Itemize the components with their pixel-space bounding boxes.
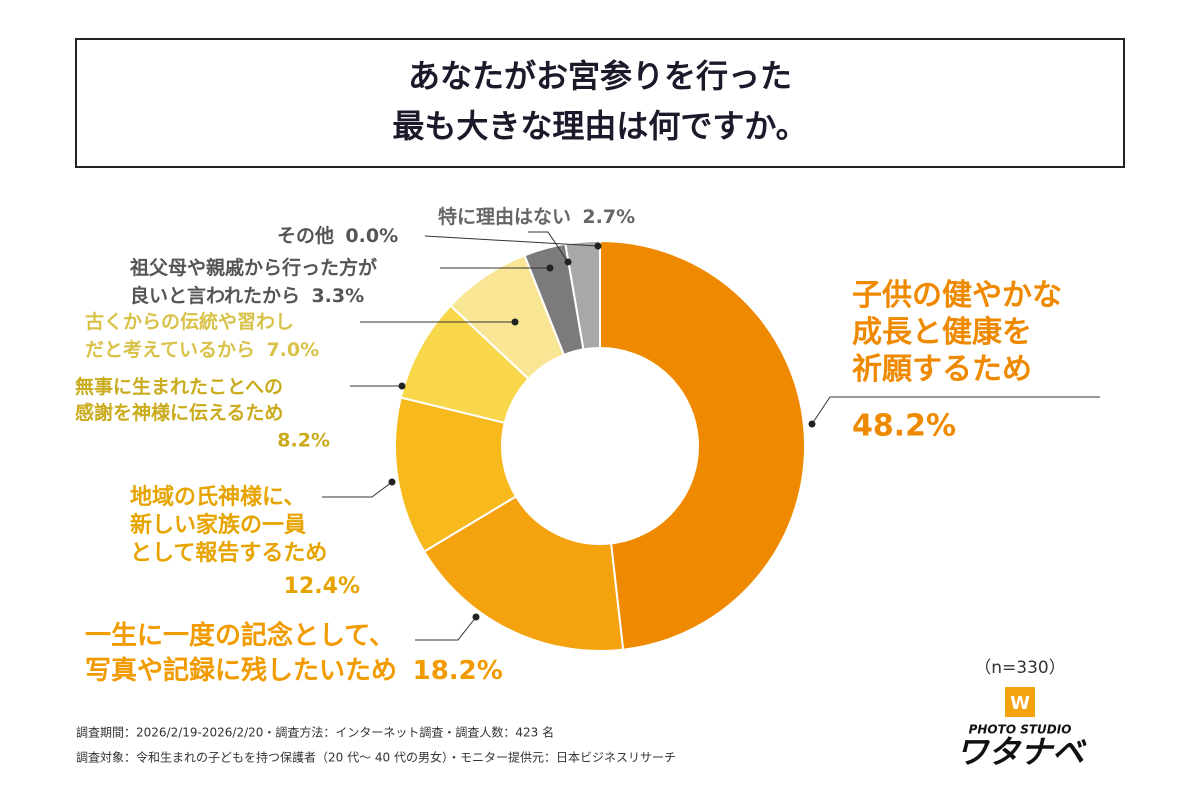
- logo-icon-mark: W: [1010, 693, 1030, 714]
- leader-dot: [388, 478, 396, 486]
- category-label-line: 新しい家族の一員: [130, 512, 306, 538]
- value-label: 8.2%: [277, 430, 330, 452]
- value-label: 3.3%: [311, 285, 364, 307]
- leader-dot: [398, 382, 406, 390]
- leader-dot: [472, 613, 480, 621]
- category-label-line: 祈願するため: [852, 352, 1032, 387]
- category-label-line: として報告するため: [130, 540, 327, 566]
- category-label: だと考えているから 7.0%: [85, 339, 319, 361]
- value-label: 0.0%: [345, 225, 398, 247]
- category-label-line: 子供の健やかな: [852, 278, 1062, 313]
- leader-line: [322, 481, 393, 498]
- value-label: 12.4%: [284, 574, 360, 599]
- leader-dot: [511, 318, 519, 326]
- donut-segment: [422, 495, 625, 652]
- note: 調査対象：令和生まれの子どもを持つ保護者（20 代〜 40 代の男女）・モニター…: [76, 750, 676, 765]
- title: 最も大きな理由は何ですか。: [392, 107, 807, 145]
- category-label: 一生に一度の記念として、: [85, 620, 395, 651]
- leader-dot: [564, 258, 572, 266]
- category-label: 新しい家族の一員: [130, 512, 306, 538]
- leader-line: [528, 231, 569, 263]
- category-label-line: 写真や記録に残したいため: [85, 655, 397, 686]
- category-label-line: 地域の氏神様に、: [130, 484, 305, 510]
- value-label: 18.2%: [413, 656, 503, 686]
- category-label-line: 良いと言われたから: [130, 284, 300, 307]
- title: あなたがお宮参りを行った: [408, 57, 792, 95]
- leader-dot: [594, 242, 602, 250]
- donut-segment: [599, 239, 806, 651]
- category-label: 祖父母や親戚から行った方が: [129, 256, 377, 279]
- leader-line: [415, 616, 477, 641]
- leader-line: [811, 396, 1100, 425]
- category-label-line: 無事に生まれたことへの: [75, 375, 283, 398]
- category-label-line: だと考えているから: [85, 339, 255, 361]
- category-label-line: 特に理由はない: [438, 205, 571, 228]
- value-label: 2.7%: [582, 206, 635, 228]
- category-label-line: 成長と健康を: [852, 315, 1032, 350]
- leader-dot: [546, 264, 554, 272]
- category-label: 子供の健やかな: [852, 278, 1062, 313]
- category-label: として報告するため: [130, 540, 327, 566]
- value-label: 7.0%: [266, 339, 319, 361]
- category-label: 特に理由はない 2.7%: [438, 205, 635, 228]
- note: 調査期間：2026/2/19-2026/2/20・調査方法：インターネット調査・…: [76, 725, 554, 740]
- category-label-line: 感謝を神様に伝えるため: [75, 401, 283, 424]
- leader-line: [424, 235, 599, 247]
- category-label: 成長と健康を: [852, 315, 1032, 350]
- logo-small: PHOTO STUDIO: [969, 723, 1072, 737]
- category-label: 古くからの伝統や習わし: [85, 310, 294, 333]
- category-label: 感謝を神様に伝えるため: [75, 401, 283, 424]
- category-label: 祈願するため: [852, 352, 1032, 387]
- category-label-line: その他: [277, 224, 334, 247]
- category-label: 地域の氏神様に、: [130, 484, 305, 510]
- category-label: 良いと言われたから 3.3%: [130, 284, 364, 307]
- category-label: その他 0.0%: [277, 224, 398, 247]
- title-box: [75, 38, 1125, 168]
- logo-big: ワタナベ: [956, 733, 1087, 771]
- logo-icon: [1005, 687, 1035, 717]
- category-label-line: 一生に一度の記念として、: [85, 620, 395, 651]
- category-label: 写真や記録に残したいため 18.2%: [85, 655, 503, 686]
- leader-dot: [808, 420, 816, 428]
- category-label-line: 古くからの伝統や習わし: [85, 310, 294, 333]
- category-label: 無事に生まれたことへの: [75, 375, 283, 398]
- sample-size: （n=330）: [974, 658, 1065, 678]
- category-label-line: 祖父母や親戚から行った方が: [129, 256, 377, 279]
- value-label: 48.2%: [852, 409, 956, 444]
